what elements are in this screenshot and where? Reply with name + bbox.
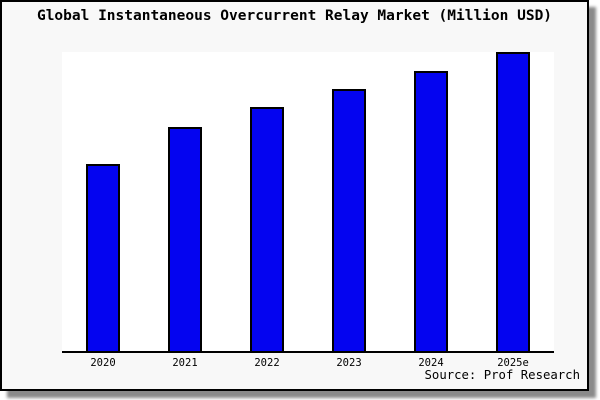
bar-2022: [250, 107, 284, 351]
x-tick-label-2025e: 2025e: [497, 357, 529, 369]
x-axis-labels: 2020 2021 2022 2023 2024 2025e: [62, 357, 554, 372]
bar-2025e: [496, 52, 530, 351]
x-tick-label-2022: 2022: [254, 357, 280, 369]
chart-frame: Global Instantaneous Overcurrent Relay M…: [0, 0, 589, 391]
plot-area: [62, 52, 554, 353]
bar-2020: [86, 164, 120, 351]
x-tick-label-2023: 2023: [336, 357, 362, 369]
x-tick-label-2024: 2024: [418, 357, 444, 369]
bar-2024: [414, 71, 448, 351]
chart-title: Global Instantaneous Overcurrent Relay M…: [36, 8, 553, 24]
bar-2021: [168, 127, 202, 351]
x-tick-label-2020: 2020: [90, 357, 116, 369]
bar-2023: [332, 89, 366, 351]
x-tick-label-2021: 2021: [172, 357, 198, 369]
source-note: Source: Prof Research: [424, 368, 580, 382]
